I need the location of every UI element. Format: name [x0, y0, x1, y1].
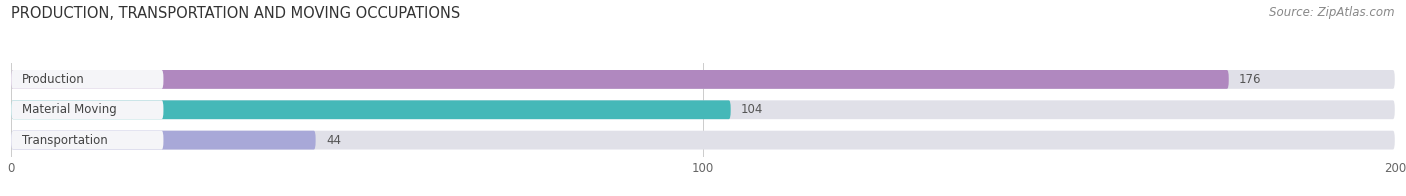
- FancyBboxPatch shape: [11, 70, 1395, 89]
- FancyBboxPatch shape: [11, 70, 163, 89]
- FancyBboxPatch shape: [11, 100, 163, 119]
- FancyBboxPatch shape: [11, 100, 1395, 119]
- FancyBboxPatch shape: [11, 131, 315, 150]
- Text: Material Moving: Material Moving: [21, 103, 117, 116]
- FancyBboxPatch shape: [11, 131, 1395, 150]
- Text: Source: ZipAtlas.com: Source: ZipAtlas.com: [1270, 6, 1395, 19]
- FancyBboxPatch shape: [11, 100, 731, 119]
- Text: PRODUCTION, TRANSPORTATION AND MOVING OCCUPATIONS: PRODUCTION, TRANSPORTATION AND MOVING OC…: [11, 6, 461, 21]
- Text: 176: 176: [1239, 73, 1261, 86]
- Text: Production: Production: [21, 73, 84, 86]
- Text: Transportation: Transportation: [21, 134, 107, 147]
- FancyBboxPatch shape: [11, 70, 1229, 89]
- Text: 104: 104: [741, 103, 763, 116]
- FancyBboxPatch shape: [11, 131, 163, 150]
- Text: 44: 44: [326, 134, 342, 147]
